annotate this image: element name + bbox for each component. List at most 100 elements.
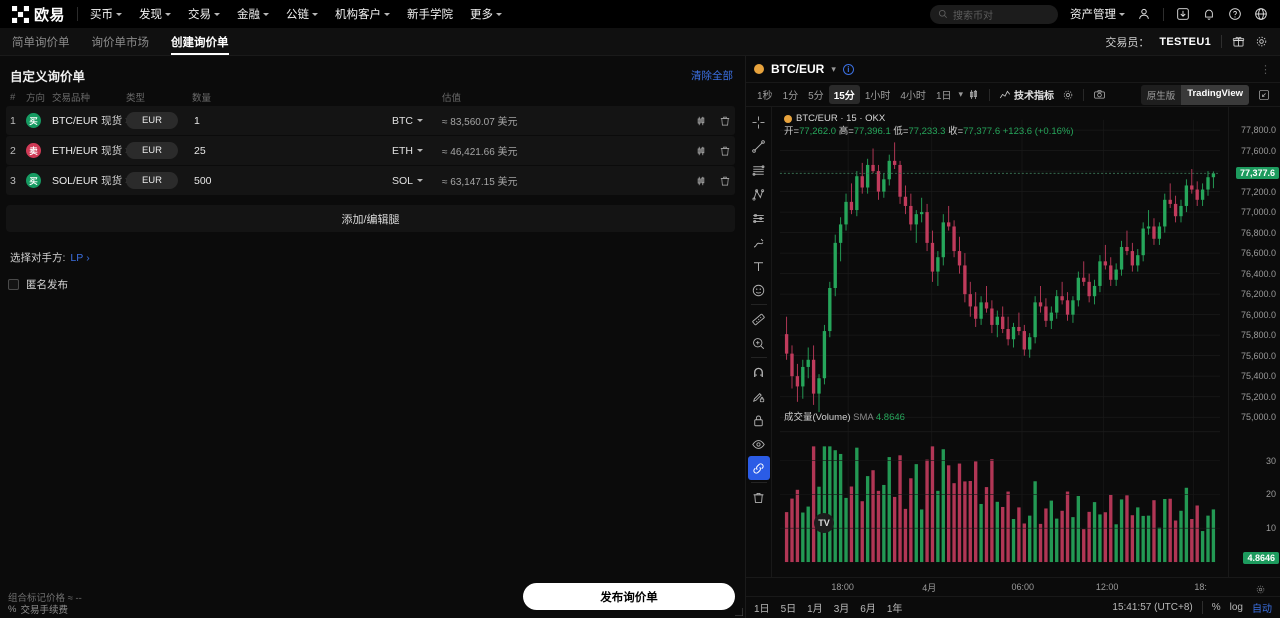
fullscreen-button[interactable] — [1254, 89, 1274, 101]
price-chart-canvas[interactable]: BTC/EUR · 15 · OKX 开=77,262.0 高=77,396.1… — [772, 107, 1228, 577]
nav-item-more[interactable]: 更多 — [470, 6, 503, 22]
unit-selector[interactable]: SOL — [392, 175, 442, 187]
anonymous-checkbox[interactable] — [8, 279, 19, 290]
timeframe-1h[interactable]: 1小时 — [864, 91, 891, 102]
help-button[interactable] — [1228, 7, 1242, 21]
row-symbol-selector[interactable]: ETH/EUR 现货 › — [52, 143, 128, 158]
nav-item-discover[interactable]: 发现 — [139, 6, 172, 22]
unit-selector[interactable]: ETH — [392, 145, 442, 157]
magnet-tool[interactable] — [748, 360, 770, 384]
range-1d[interactable]: 1日 — [754, 604, 770, 615]
view-mode-tradingview[interactable]: TradingView — [1181, 84, 1249, 105]
timeframe-15m[interactable]: 15分 — [828, 85, 860, 104]
percent-scale-toggle[interactable]: % — [1211, 602, 1221, 613]
add-edit-leg-button[interactable]: 添加/编辑腿 — [6, 205, 735, 232]
publish-rfq-button[interactable]: 发布询价单 — [523, 583, 735, 610]
timeframe-1m[interactable]: 1分 — [782, 91, 799, 102]
clear-all-button[interactable]: 清除全部 — [691, 69, 733, 82]
nav-item-institutional[interactable]: 机构客户 — [335, 6, 391, 22]
hide-drawings-tool[interactable] — [748, 432, 770, 456]
timeframe-5m[interactable]: 5分 — [808, 91, 824, 102]
candlestick-icon[interactable] — [695, 115, 707, 127]
type-selector[interactable]: EUR — [126, 172, 178, 189]
price-axis[interactable]: 77,800.077,600.077,400.077,200.077,000.0… — [1228, 107, 1280, 577]
range-1mo[interactable]: 1月 — [807, 604, 823, 615]
download-app-button[interactable] — [1176, 7, 1190, 21]
view-mode-native[interactable]: 原生版 — [1146, 90, 1176, 102]
row-direction[interactable]: 买 — [26, 113, 52, 128]
delete-icon[interactable] — [719, 175, 731, 187]
log-scale-toggle[interactable]: log — [1229, 602, 1243, 613]
chevron-down-icon[interactable]: ▾ — [831, 63, 836, 74]
delete-icon[interactable] — [719, 115, 731, 127]
quantity-input[interactable]: 500 — [194, 174, 212, 187]
info-icon[interactable]: i — [842, 63, 854, 75]
chevron-down-icon[interactable]: ▾ — [958, 89, 964, 99]
language-button[interactable] — [1254, 7, 1268, 21]
snapshot-button[interactable] — [1089, 88, 1110, 101]
search-input[interactable]: 搜索币对 — [930, 4, 1058, 24]
timeframe-4h[interactable]: 4小时 — [900, 91, 926, 102]
nav-item-academy[interactable]: 新手学院 — [407, 6, 453, 22]
pitchfork-tool[interactable] — [748, 182, 770, 206]
panel-drag-handle[interactable]: ⋮ — [1260, 63, 1272, 76]
text-tool[interactable] — [748, 254, 770, 278]
remove-drawings-tool[interactable] — [748, 485, 770, 509]
tab-create-rfq[interactable]: 创建询价单 — [171, 28, 229, 55]
row-symbol-selector[interactable]: BTC/EUR 现货 › — [52, 113, 128, 128]
chart-type-button[interactable] — [963, 88, 984, 101]
range-1y[interactable]: 1年 — [886, 604, 903, 615]
quantity-input[interactable]: 25 — [194, 144, 206, 157]
direction-badge-buy[interactable]: 买 — [26, 173, 41, 188]
zoom-tool[interactable] — [748, 331, 770, 355]
user-account-button[interactable] — [1137, 7, 1151, 21]
crosshair-tool[interactable] — [748, 110, 770, 134]
emoji-tool[interactable] — [748, 278, 770, 302]
tab-simple-rfq[interactable]: 简单询价单 — [12, 28, 70, 55]
tradingview-logo[interactable]: TV — [814, 513, 834, 533]
indicators-button[interactable]: 技术指标 — [995, 87, 1058, 102]
auto-scale-toggle[interactable]: 自动 — [1252, 604, 1272, 615]
range-5d[interactable]: 5日 — [780, 604, 797, 615]
range-6mo[interactable]: 6月 — [860, 604, 876, 615]
timeframe-1d[interactable]: 1日 — [935, 91, 952, 102]
candlestick-icon[interactable] — [695, 175, 707, 187]
nav-item-finance[interactable]: 金融 — [237, 6, 270, 22]
asset-management-menu[interactable]: 资产管理 — [1070, 6, 1125, 22]
sync-drawings-tool[interactable] — [747, 456, 770, 480]
range-3mo[interactable]: 3月 — [833, 604, 850, 615]
anonymous-publish-row[interactable]: 匿名发布 — [8, 277, 745, 292]
ruler-tool[interactable] — [748, 307, 770, 331]
brush-tool[interactable] — [748, 230, 770, 254]
resize-grip-icon[interactable] — [735, 608, 743, 616]
delete-icon[interactable] — [719, 145, 731, 157]
okx-logo[interactable]: 欧易 — [12, 4, 65, 25]
notifications-button[interactable] — [1202, 7, 1216, 21]
type-selector[interactable]: EUR — [126, 112, 178, 129]
chart-settings-button[interactable] — [1058, 89, 1078, 101]
row-direction[interactable]: 买 — [26, 173, 52, 188]
row-symbol-selector[interactable]: SOL/EUR 现货 › — [52, 173, 128, 188]
lock-drawings-tool[interactable] — [748, 408, 770, 432]
stay-in-drawing-mode-tool[interactable] — [748, 384, 770, 408]
rewards-button[interactable] — [1232, 35, 1245, 48]
tab-rfq-market[interactable]: 询价单市场 — [92, 28, 150, 55]
gann-tool[interactable] — [748, 206, 770, 230]
quantity-input[interactable]: 1 — [194, 114, 200, 127]
axis-settings-button[interactable] — [1255, 582, 1266, 600]
row-direction[interactable]: 卖 — [26, 143, 52, 158]
horizontal-lines-tool[interactable] — [748, 158, 770, 182]
direction-badge-sell[interactable]: 卖 — [26, 143, 41, 158]
timeframe-1s[interactable]: 1秒 — [757, 91, 773, 102]
nav-item-chain[interactable]: 公链 — [286, 6, 319, 22]
type-selector[interactable]: EUR — [126, 142, 178, 159]
candlestick-icon[interactable] — [695, 145, 707, 157]
trend-line-tool[interactable] — [748, 134, 770, 158]
settings-button[interactable] — [1255, 35, 1268, 48]
time-axis[interactable]: 18:00 4月 06:00 12:00 18: — [746, 577, 1280, 596]
counterparty-value[interactable]: LP › — [70, 252, 89, 264]
unit-selector[interactable]: BTC — [392, 115, 442, 127]
direction-badge-buy[interactable]: 买 — [26, 113, 41, 128]
nav-item-buy-crypto[interactable]: 买币 — [90, 6, 123, 22]
nav-item-trade[interactable]: 交易 — [188, 6, 221, 22]
